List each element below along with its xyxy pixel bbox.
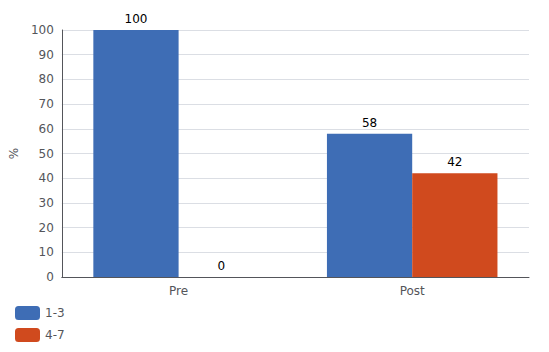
- svg-text:1-3: 1-3: [45, 306, 65, 320]
- svg-text:0: 0: [46, 270, 54, 284]
- svg-text:70: 70: [39, 97, 54, 111]
- svg-text:100: 100: [125, 12, 148, 26]
- svg-text:42: 42: [447, 155, 462, 169]
- svg-text:Post: Post: [400, 284, 425, 298]
- svg-text:40: 40: [39, 171, 54, 185]
- svg-text:50: 50: [39, 147, 54, 161]
- svg-text:58: 58: [362, 116, 377, 130]
- svg-text:30: 30: [39, 196, 54, 210]
- svg-text:%: %: [7, 148, 21, 159]
- svg-text:Pre: Pre: [169, 284, 188, 298]
- svg-text:60: 60: [39, 122, 54, 136]
- svg-text:10: 10: [39, 245, 54, 259]
- svg-text:4-7: 4-7: [45, 328, 65, 342]
- svg-text:100: 100: [31, 23, 54, 37]
- svg-text:20: 20: [39, 221, 54, 235]
- svg-text:90: 90: [39, 48, 54, 62]
- svg-text:0: 0: [217, 259, 225, 273]
- svg-text:80: 80: [39, 72, 54, 86]
